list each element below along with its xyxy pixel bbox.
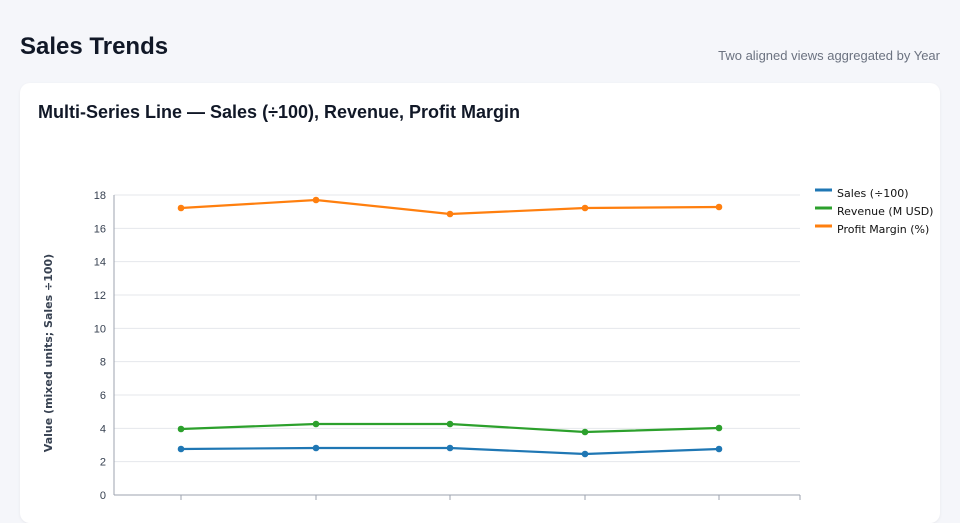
- data-point: [446, 444, 454, 452]
- data-point: [715, 424, 723, 432]
- data-point: [581, 204, 589, 212]
- y-tick-label: 4: [100, 423, 106, 435]
- legend-label: Profit Margin (%): [837, 223, 929, 236]
- y-tick-label: 16: [94, 223, 106, 235]
- y-tick-label: 0: [100, 490, 106, 500]
- legend-label: Revenue (M USD): [837, 205, 933, 218]
- data-point: [581, 428, 589, 436]
- legend-label: Sales (÷100): [837, 187, 909, 200]
- y-tick-label: 14: [94, 257, 106, 269]
- page-title: Sales Trends: [20, 33, 169, 60]
- data-point: [177, 445, 185, 453]
- y-tick-label: 18: [94, 190, 106, 202]
- line-chart: 0 2 4 6 8 10 12 14 16 18 Value (mixed units; Sales…: [42, 187, 933, 500]
- data-point: [581, 450, 589, 458]
- data-point: [312, 420, 320, 428]
- chart-title: Multi-Series Line — Sales (÷100), Revenu…: [38, 102, 521, 122]
- y-tick-label: 10: [94, 323, 106, 335]
- data-point: [715, 203, 723, 211]
- data-point: [177, 204, 185, 212]
- y-axis-label: Value (mixed units; Sales ÷100): [42, 254, 55, 452]
- y-tick-label: 8: [100, 357, 106, 369]
- data-point: [446, 210, 454, 218]
- data-point: [312, 444, 320, 452]
- page-subtitle: Two aligned views aggregated by Year: [718, 48, 940, 63]
- data-point: [715, 445, 723, 453]
- y-tick-label: 6: [100, 390, 106, 402]
- data-point: [177, 425, 185, 433]
- data-point: [446, 420, 454, 428]
- data-point: [312, 196, 320, 204]
- y-tick-label: 12: [94, 290, 106, 302]
- y-tick-label: 2: [100, 457, 106, 469]
